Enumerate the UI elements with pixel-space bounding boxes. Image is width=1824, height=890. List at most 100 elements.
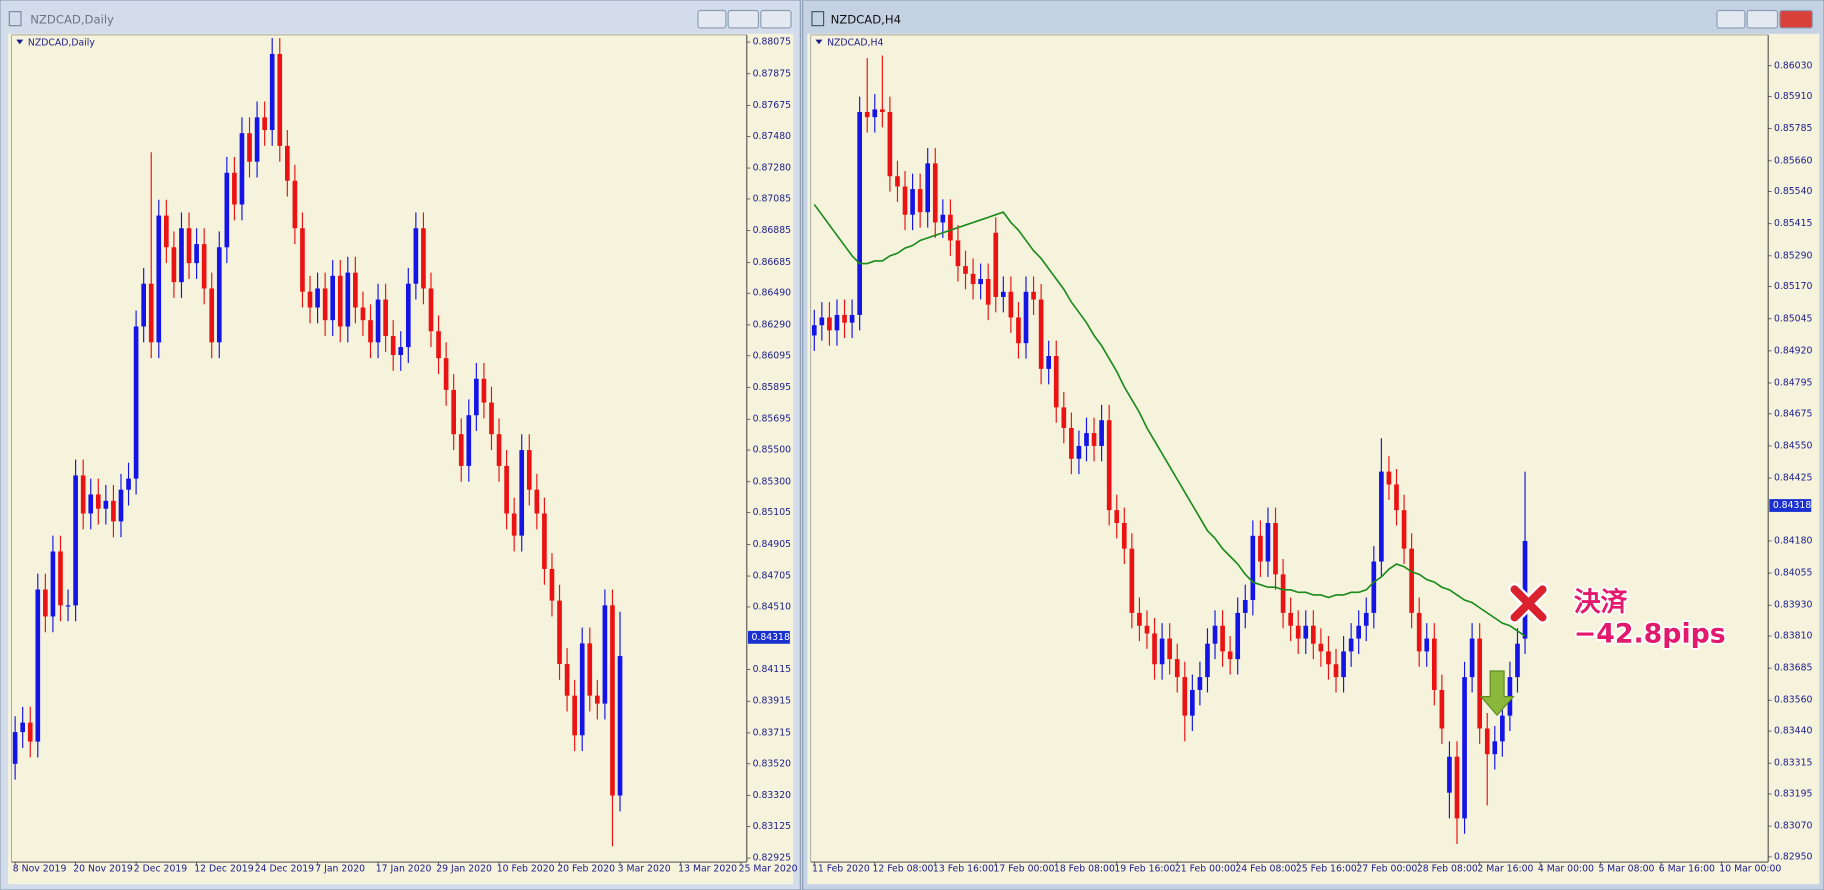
- x-tick-label: 3 Mar 2020: [618, 864, 671, 875]
- candle-body: [1318, 643, 1324, 652]
- candle-body: [164, 215, 169, 248]
- x-tick-label: 25 Feb 16:00: [1296, 864, 1357, 875]
- chart-label: NZDCAD,Daily: [28, 38, 95, 49]
- candle-body: [572, 695, 577, 736]
- candle-body: [1076, 445, 1082, 459]
- y-tick-label: 0.84180: [1774, 535, 1813, 546]
- candle-body: [1227, 651, 1233, 660]
- x-tick-label: 27 Feb 00:00: [1356, 864, 1417, 875]
- y-tick-label: 0.83930: [1774, 600, 1813, 611]
- candle-body: [269, 53, 275, 131]
- candle-body: [880, 109, 885, 113]
- chart-layer: NZDCAD,Daily 0.88075 0.87875 0.87675 0.87480…: [11, 34, 1813, 875]
- candle-body: [353, 272, 358, 308]
- minimize-button[interactable]: [697, 9, 727, 29]
- candle-body: [564, 663, 570, 696]
- y-tick-label: 0.83320: [753, 790, 792, 801]
- candle-body: [1394, 484, 1399, 511]
- candle-body: [1023, 291, 1029, 344]
- candle-body: [1386, 471, 1392, 485]
- x-tick-label: 19 Feb 16:00: [1114, 864, 1175, 875]
- candle-body: [398, 347, 404, 356]
- y-tick-label: 0.86095: [753, 350, 792, 361]
- candle-body: [171, 247, 177, 283]
- candle-body: [504, 465, 509, 514]
- candle-body: [834, 314, 840, 331]
- candle-body: [587, 643, 593, 696]
- y-tick-label: 0.86290: [753, 319, 792, 330]
- candle-body: [1379, 471, 1384, 562]
- candle-body: [458, 434, 464, 466]
- x-tick-label: 20 Nov 2019: [73, 864, 133, 875]
- x-tick-label: 18 Feb 08:00: [1054, 864, 1115, 875]
- candle-body: [1265, 522, 1271, 562]
- y-tick-label: 0.85695: [753, 414, 792, 425]
- trade-annotation: 決済 −42.8pips: [1479, 583, 1727, 717]
- candle-body: [932, 163, 938, 223]
- candle-body: [963, 266, 968, 274]
- x-tick-label: 2 Dec 2019: [134, 864, 188, 875]
- candle-body: [126, 478, 131, 490]
- candle-body: [542, 513, 547, 569]
- candle-body: [481, 378, 487, 403]
- candle-body: [1280, 574, 1286, 613]
- candle-body: [1333, 664, 1339, 678]
- candle-body: [1447, 756, 1452, 793]
- candle-body: [80, 475, 86, 514]
- candle-body: [1031, 291, 1036, 300]
- x-tick-label: 28 Feb 08:00: [1417, 864, 1478, 875]
- window-icon: [8, 11, 22, 27]
- y-tick-label: 0.88075: [753, 37, 792, 48]
- close-button[interactable]: [1779, 9, 1813, 29]
- candle-body: [224, 172, 230, 248]
- candle-body: [375, 299, 381, 343]
- candle-body: [1038, 299, 1044, 369]
- candle-body: [466, 415, 472, 466]
- y-tick-label: 0.87085: [753, 193, 792, 204]
- minimize-button[interactable]: [1716, 9, 1746, 29]
- x-tick-label: 8 Nov 2019: [13, 864, 67, 875]
- candle-body: [849, 314, 855, 323]
- candle-body: [239, 133, 245, 205]
- y-tick-label: 0.85660: [1774, 155, 1813, 166]
- candle-body: [595, 695, 600, 704]
- y-tick-label: 0.85895: [753, 382, 792, 393]
- y-tick-label: 0.84115: [753, 664, 792, 675]
- candle-body: [1144, 625, 1150, 634]
- restore-button[interactable]: [1746, 9, 1779, 29]
- x-tick-label: 10 Feb 2020: [497, 864, 555, 875]
- candle-body: [1462, 677, 1467, 819]
- candle-body: [1121, 522, 1127, 549]
- candle-body: [1242, 600, 1248, 613]
- y-tick-label: 0.84795: [1774, 377, 1813, 388]
- candle-body: [511, 513, 517, 536]
- chart-menu-icon: [16, 39, 24, 45]
- y-tick-label: 0.85105: [753, 507, 792, 518]
- price-marker: [747, 630, 790, 644]
- y-tick-label: 0.85500: [753, 445, 792, 456]
- close-button[interactable]: [760, 9, 792, 29]
- restore-button[interactable]: [727, 9, 760, 29]
- candle-body: [156, 215, 162, 343]
- candle-body: [1273, 522, 1278, 575]
- x-tick-label: 13 Feb 16:00: [933, 864, 994, 875]
- price-marker: [1769, 499, 1812, 512]
- y-tick-label: 0.87675: [753, 100, 792, 111]
- y-tick-label: 0.84705: [753, 571, 792, 582]
- candle-body: [277, 53, 283, 146]
- candle-body: [610, 605, 615, 796]
- candle-body: [141, 283, 146, 327]
- y-tick-label: 0.84510: [753, 601, 792, 612]
- candle-body: [1212, 625, 1218, 644]
- candle-body: [58, 551, 63, 606]
- candle-body: [617, 656, 623, 796]
- candle-body: [1431, 638, 1437, 690]
- candle-body: [993, 232, 999, 297]
- candle-body: [1363, 612, 1369, 626]
- candle-body: [111, 500, 116, 522]
- candle-body: [970, 273, 976, 285]
- candle-body: [948, 214, 953, 241]
- window-icon: [811, 11, 825, 27]
